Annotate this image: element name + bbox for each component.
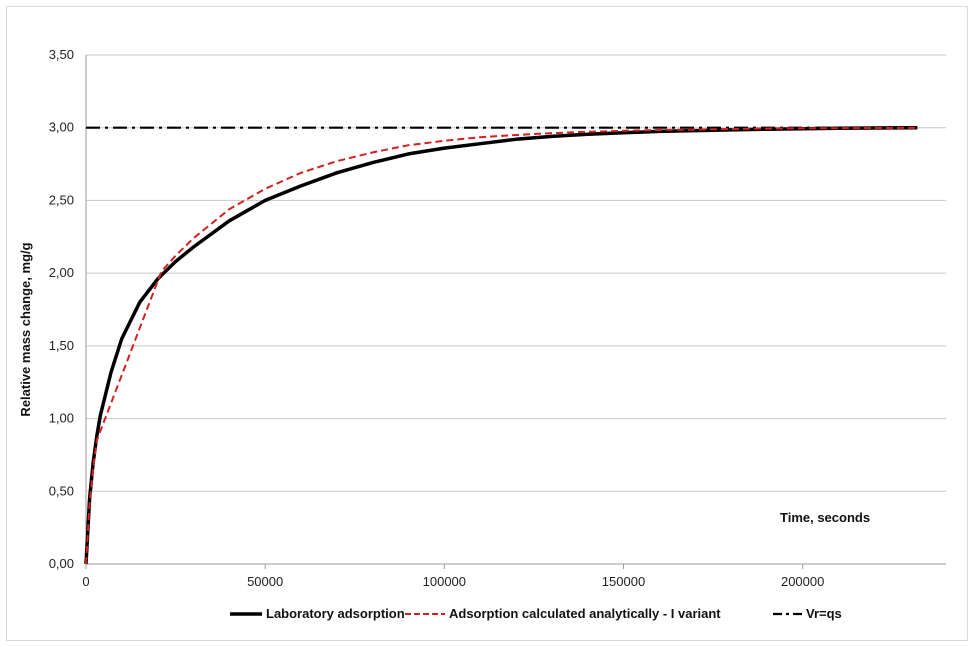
tick-labels: 0,00 0,50 1,00 1,50 2,00 2,50 3,00 3,50 0 50000 10… xyxy=(49,47,825,589)
x-tick-label-0: 0 xyxy=(82,574,89,589)
y-axis-title: Relative mass change, mg/g xyxy=(18,242,33,416)
legend-label-2: Vr=qs xyxy=(806,606,842,621)
legend: Laboratory adsorption Adsorption calculat… xyxy=(230,606,842,621)
y-tick-label-1: 0,50 xyxy=(49,483,74,498)
x-tick-label-4: 200000 xyxy=(781,574,824,589)
y-tick-label-0: 0,00 xyxy=(49,556,74,571)
legend-label-1: Adsorption calculated analytically - I v… xyxy=(449,606,721,621)
axes xyxy=(85,55,946,565)
y-tick-label-4: 2,00 xyxy=(49,265,74,280)
y-tick-label-6: 3,00 xyxy=(49,120,74,135)
series-lines xyxy=(84,125,918,565)
x-tick-label-3: 150000 xyxy=(602,574,645,589)
y-tick-label-5: 2,50 xyxy=(49,192,74,207)
y-tick-label-2: 1,00 xyxy=(49,411,74,426)
x-tick-label-2: 100000 xyxy=(423,574,466,589)
series-line-1 xyxy=(85,126,918,565)
x-tick-label-1: 50000 xyxy=(247,574,283,589)
y-tick-label-3: 1,50 xyxy=(49,338,74,353)
x-axis-title: Time, seconds xyxy=(780,510,870,525)
y-tick-label-7: 3,50 xyxy=(49,47,74,62)
legend-label-0: Laboratory adsorption xyxy=(266,606,405,621)
chart-frame xyxy=(6,6,968,641)
grid-lines xyxy=(86,54,946,492)
